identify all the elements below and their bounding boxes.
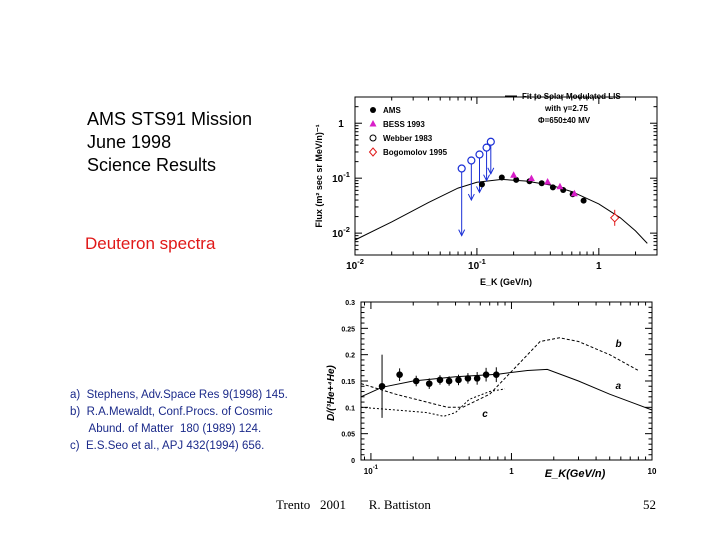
fit-label: Φ=650±40 MV	[538, 116, 591, 125]
y-tick-label: 0.15	[341, 379, 355, 386]
x-tick-label: 10	[648, 467, 657, 476]
y-axis-label: D/(³He+⁴He)	[326, 365, 337, 421]
x-axis-label: E_K (GeV/n)	[480, 277, 532, 287]
webber-point	[475, 150, 484, 159]
y-tick-label: 0.05	[341, 432, 355, 439]
ams-point	[425, 380, 433, 387]
webber-point	[486, 137, 495, 146]
y-axis-label: Flux (m² sec sr MeV/n)⁻¹	[314, 124, 324, 227]
bogomolov-point	[610, 213, 620, 223]
bess-point	[556, 182, 564, 190]
ams-point	[436, 376, 444, 384]
legend-marker	[370, 107, 376, 113]
ams-point	[549, 184, 556, 191]
webber-point	[482, 143, 491, 152]
bess-point	[570, 189, 578, 197]
y-tick-label: 10-1	[332, 170, 350, 185]
y-tick-label: 0	[351, 458, 355, 465]
curve-a	[360, 368, 653, 411]
plot-frame	[360, 301, 653, 461]
x-tick-label: 10-2	[346, 257, 364, 272]
y-tick-label: 0.25	[341, 326, 355, 333]
footer-author: Trento 2001 R. Battiston	[276, 497, 431, 512]
ams-point	[412, 377, 420, 385]
curve-label-a: a	[616, 381, 622, 392]
fit-label: with γ=2.75	[544, 104, 588, 113]
curve-c	[360, 388, 506, 417]
y-tick-label: 0.3	[345, 300, 355, 307]
ams-point	[498, 174, 505, 181]
x-tick-label: 1	[509, 467, 514, 476]
references: a) Stephens, Adv.Space Res 9(1998) 145. …	[70, 387, 288, 455]
y-tick-label: 0.1	[345, 405, 355, 412]
x-tick-label: 10-1	[468, 257, 486, 272]
webber-arrowhead	[476, 186, 483, 194]
ams-point	[513, 176, 520, 183]
legend-marker	[369, 134, 377, 142]
legend-marker	[368, 147, 378, 157]
reference-b-cont: Abund. of Matter 180 (1989) 124.	[70, 423, 262, 435]
slide-subtitle: Deuteron spectra	[85, 234, 216, 253]
webber-arrowhead	[483, 174, 491, 182]
webber-arrowhead	[487, 167, 495, 175]
legend-label: AMS	[383, 106, 401, 115]
legend-label: BESS 1993	[383, 120, 425, 129]
bess-point	[510, 171, 518, 178]
ams-point	[478, 181, 485, 188]
ams-point	[492, 371, 500, 378]
slide-title: AMS STS91 Mission June 1998 Science Resu…	[87, 108, 252, 177]
reference-a: a) Stephens, Adv.Space Res 9(1998) 145.	[70, 389, 288, 401]
page-number: 52	[643, 497, 656, 512]
reference-c: c) E.S.Seo et al., APJ 432(1994) 656.	[70, 440, 265, 452]
reference-b: b) R.A.Mewaldt, Conf.Procs. of Cosmic	[70, 406, 273, 418]
webber-arrowhead	[467, 193, 475, 202]
fit-label: Fit to Solar Modulated LIS	[522, 92, 621, 101]
title-line-1: AMS STS91 Mission	[87, 109, 253, 129]
webber-arrowhead	[458, 229, 466, 237]
y-tick-label: 1	[338, 119, 344, 130]
y-tick-label: 0.2	[345, 353, 355, 360]
ams-point	[482, 371, 490, 378]
ams-point	[580, 197, 587, 204]
ams-point	[378, 382, 386, 390]
bess-point	[527, 174, 535, 182]
ams-point	[396, 371, 403, 378]
fit-curve	[354, 178, 648, 244]
title-line-3: Science Results	[87, 155, 217, 175]
title-line-2: June 1998	[87, 132, 172, 152]
x-axis-label: E_K(GeV/n)	[545, 468, 606, 480]
bess-point	[544, 178, 552, 185]
ams-point	[455, 376, 462, 384]
ams-point	[473, 375, 481, 382]
webber-point	[457, 164, 466, 173]
curve-label-b: b	[616, 339, 622, 350]
legend-label: Webber 1983	[383, 134, 433, 143]
curve-b	[360, 337, 639, 408]
plot-frame	[354, 96, 658, 256]
curve-label-c: c	[482, 409, 488, 420]
ams-point	[538, 180, 545, 187]
x-tick-label: 10-1	[364, 465, 379, 476]
legend-marker	[369, 120, 377, 127]
ams-point	[445, 377, 453, 385]
legend-label: Bogomolov 1995	[383, 148, 448, 157]
ams-point	[464, 375, 472, 382]
webber-point	[467, 156, 476, 165]
x-tick-label: 1	[596, 261, 602, 272]
y-tick-label: 10-2	[332, 225, 350, 240]
